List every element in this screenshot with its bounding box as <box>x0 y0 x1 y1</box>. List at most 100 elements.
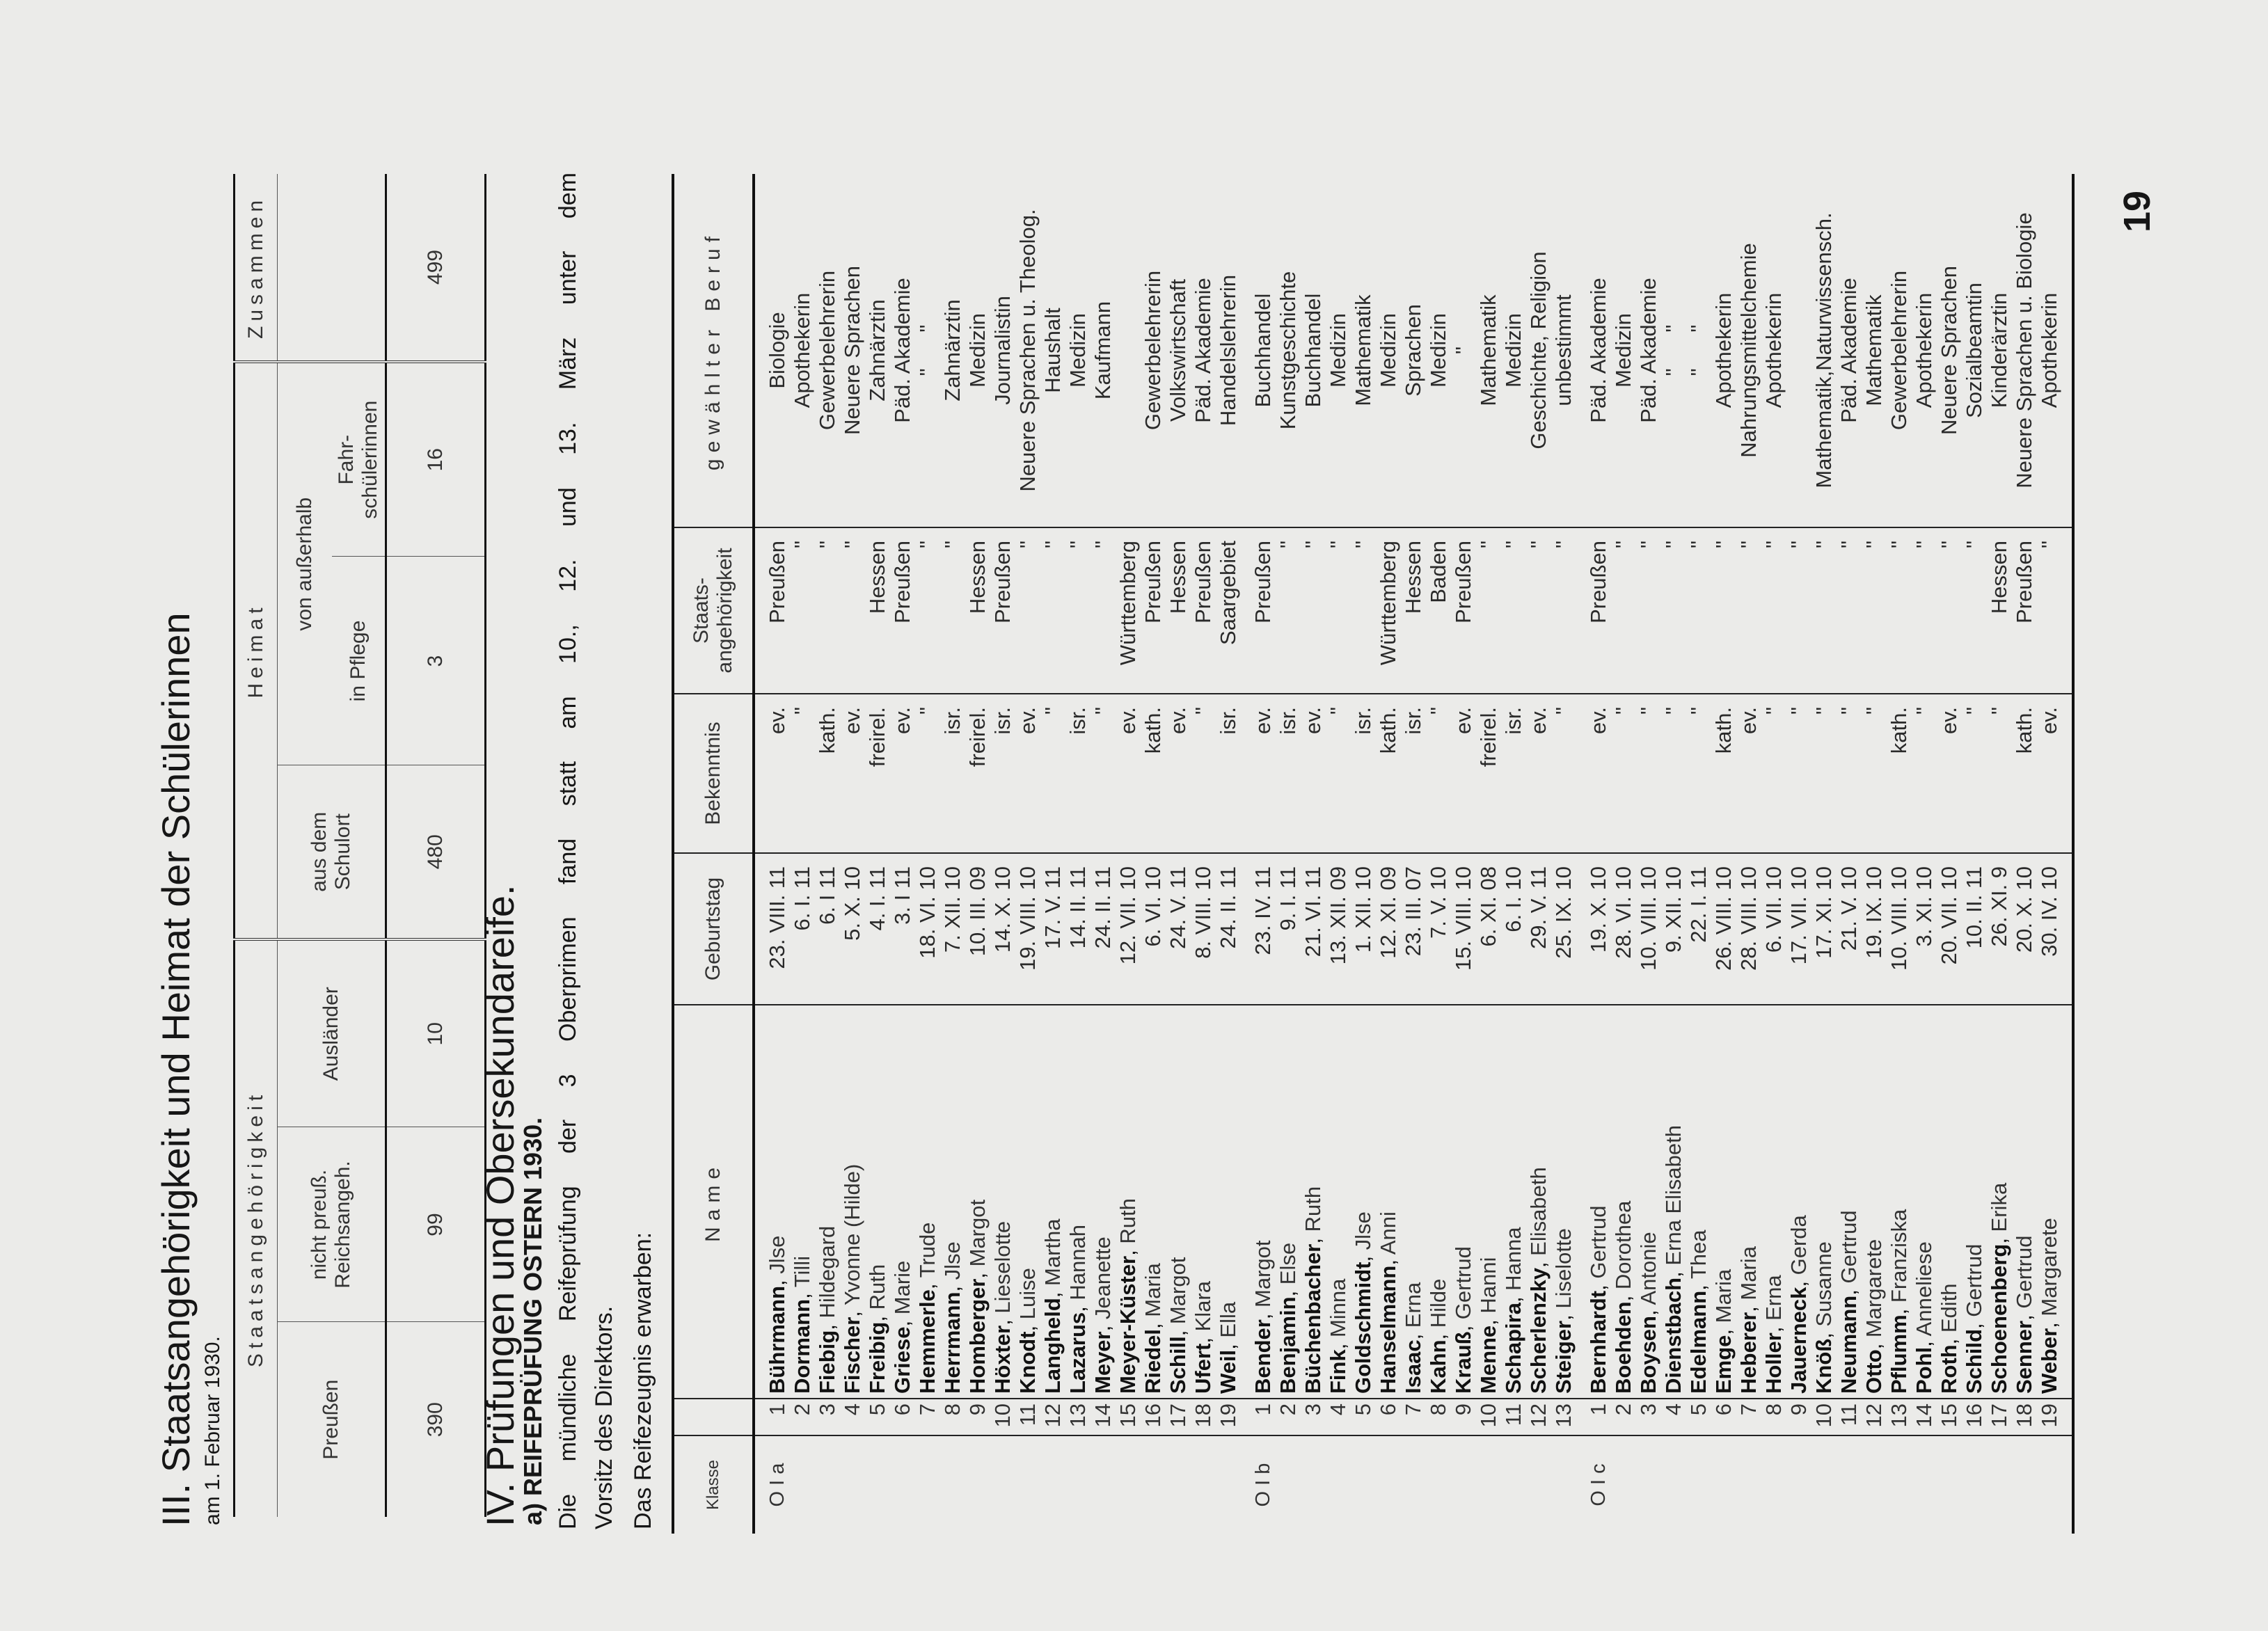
name-cell: JauerneckGerda <box>1786 1005 1811 1399</box>
religion-cell: " <box>790 694 815 853</box>
birthday-cell: 24. II. 11 <box>1216 853 1241 1005</box>
header-geburtstag: Geburtstag <box>673 853 754 1005</box>
religion-cell: " <box>1191 694 1216 853</box>
number-cell: 11 <box>1501 1399 1526 1435</box>
name-cell: WeilElla <box>1216 1005 1241 1399</box>
class-cell <box>1326 1435 1351 1534</box>
surname: Griese <box>890 1314 914 1394</box>
citizenship-cell: " <box>1837 527 1862 694</box>
birthday-cell: 6. I 11 <box>815 853 840 1005</box>
citizenship-cell: " <box>1761 527 1786 694</box>
career-cell: Apothekerin <box>1912 174 1937 527</box>
name-cell: IsaacErna <box>1401 1005 1426 1399</box>
career-cell: Handelslehrerin <box>1216 174 1241 527</box>
number-cell: 3 <box>815 1399 840 1435</box>
class-cell <box>1736 1435 1761 1534</box>
given-name: Martha <box>1040 1218 1065 1286</box>
religion-cell: " <box>1551 694 1576 853</box>
religion-cell: kath. <box>1711 694 1736 853</box>
spacer-cell <box>1576 853 1586 1005</box>
surname: Freibig <box>865 1310 889 1394</box>
header-fahr: Fahr- schülerinnen <box>332 361 386 557</box>
birthday-cell: 26. VIII. 10 <box>1711 853 1736 1005</box>
class-cell: O I a <box>766 1463 788 1507</box>
number-cell: 2 <box>1611 1399 1636 1435</box>
religion-cell: kath. <box>1887 694 1912 853</box>
table-row: 4FischerYvonne (Hilde)5. X. 10ev."Neuere… <box>840 174 865 1534</box>
citizenship-cell: Baden <box>1426 527 1451 694</box>
citizenship-cell: " <box>1937 527 1962 694</box>
surname: Edelmann <box>1686 1279 1711 1394</box>
class-cell <box>1166 1435 1191 1534</box>
religion-cell: ev. <box>890 694 915 853</box>
given-name: Margot <box>1166 1257 1190 1325</box>
citizenship-cell: " <box>1551 527 1576 694</box>
surname: Otto <box>1862 1337 1886 1394</box>
exam-paragraph-2: Das Reifezeugnis erwarben: <box>630 1232 656 1529</box>
career-cell: Neuere Sprachen <box>840 174 865 527</box>
given-name: Franziska <box>1887 1209 1911 1303</box>
surname: Dormann <box>790 1287 814 1394</box>
citizenship-cell: " <box>1711 527 1736 694</box>
name-cell: HemmerleTrude <box>915 1005 940 1399</box>
career-cell: Buchhandel <box>1251 174 1276 527</box>
number-cell: 12 <box>1526 1399 1551 1435</box>
given-name: Thea <box>1686 1230 1711 1280</box>
class-cell <box>990 1435 1015 1534</box>
number-cell: 14 <box>1912 1399 1937 1435</box>
birthday-cell: 1. XII. 10 <box>1351 853 1376 1005</box>
value-nicht-preuss: 99 <box>386 1127 486 1322</box>
number-cell: 11 <box>1015 1399 1040 1435</box>
surname: Fink <box>1326 1337 1350 1394</box>
surname: Fiebig <box>815 1318 839 1394</box>
surname: Krauß <box>1451 1319 1475 1394</box>
given-name: Gerda <box>1786 1215 1811 1275</box>
spacer-cell <box>1241 174 1251 527</box>
class-cell <box>965 1435 990 1534</box>
citizenship-cell: " <box>1276 527 1301 694</box>
class-cell <box>1065 1435 1091 1534</box>
spacer-cell <box>754 1435 765 1534</box>
given-name: Hilde <box>1426 1278 1450 1328</box>
number-cell: 4 <box>1326 1399 1351 1435</box>
number-cell: 15 <box>1116 1399 1141 1435</box>
given-name: Erika <box>1987 1182 2011 1232</box>
birthday-cell: 6. XI. 08 <box>1476 853 1501 1005</box>
name-cell: FreibigRuth <box>865 1005 890 1399</box>
birthday-cell: 7. V. 10 <box>1426 853 1451 1005</box>
header-beruf: gewählter Beruf <box>673 174 754 527</box>
religion-cell: " <box>1786 694 1811 853</box>
given-name: Ruth <box>1301 1186 1325 1232</box>
birthday-cell: 28. VI. 10 <box>1611 853 1636 1005</box>
career-cell: Buchhandel <box>1301 174 1326 527</box>
birthday-cell: 17. VII. 10 <box>1786 853 1811 1005</box>
career-cell: Mathematik <box>1351 174 1376 527</box>
religion-cell: ev. <box>1526 694 1551 853</box>
value-total: 499 <box>386 173 486 362</box>
birthday-cell: 30. IV. 10 <box>2037 853 2062 1005</box>
class-cell <box>865 1435 890 1534</box>
career-cell: Neuere Sprachen u. Theolog. <box>1015 174 1040 527</box>
class-cell <box>1451 1435 1476 1534</box>
citizenship-cell: " <box>915 527 940 694</box>
name-cell: EdelmannThea <box>1686 1005 1711 1399</box>
citizenship-cell: Hessen <box>965 527 990 694</box>
religion-cell: " <box>1426 694 1451 853</box>
spacer-cell <box>754 1005 765 1399</box>
birthday-cell: 23. III. 07 <box>1401 853 1426 1005</box>
class-cell <box>1611 1435 1636 1534</box>
name-cell: BoysenAntonie <box>1636 1005 1661 1399</box>
number-cell: 16 <box>1962 1399 1987 1435</box>
citizenship-cell: " <box>1811 527 1837 694</box>
religion-cell: " <box>1912 694 1937 853</box>
table-row: O I b1BenderMargot23. IV. 11ev.PreußenBu… <box>1251 174 1276 1534</box>
citizenship-cell: " <box>815 527 840 694</box>
spacer-cell <box>1576 694 1586 853</box>
header-klasse: Klasse <box>673 1435 754 1534</box>
given-name: Hanna <box>1501 1227 1525 1291</box>
